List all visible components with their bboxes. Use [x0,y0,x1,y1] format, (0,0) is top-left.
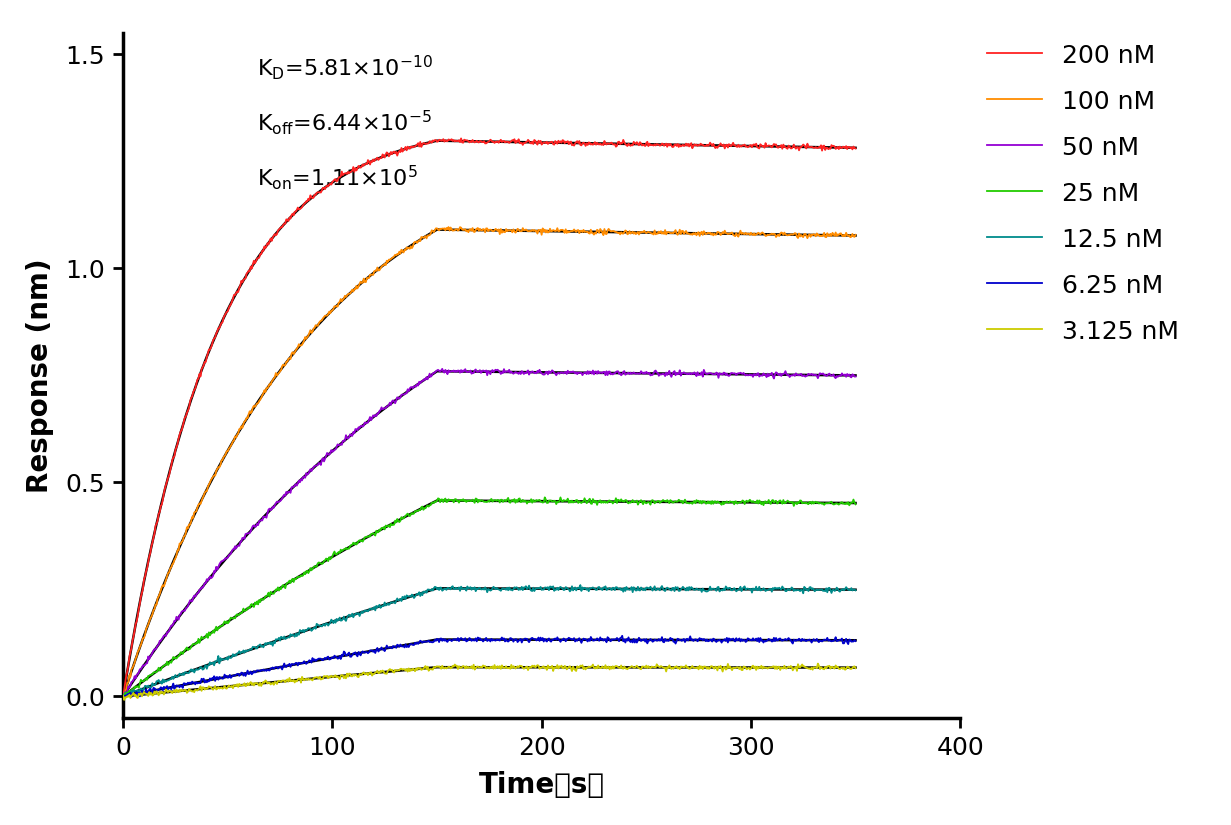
200 nM [744,140,758,150]
3.125 nM [744,663,758,673]
100 nM [441,222,455,232]
Line: 12.5 nM: 12.5 nM [123,585,856,698]
12.5 nM [572,580,587,590]
100 nM [116,690,130,700]
50 nM [116,690,130,700]
50 nM [416,375,431,385]
25 nM [117,692,132,702]
200 nM [235,277,250,287]
Text: K$_\mathrm{off}$=6.44×10$^{-5}$: K$_\mathrm{off}$=6.44×10$^{-5}$ [257,108,432,137]
200 nM [848,144,863,153]
100 nM [848,230,863,240]
25 nM [848,499,863,509]
25 nM [236,604,251,614]
Line: 100 nM: 100 nM [123,227,856,695]
X-axis label: Time（s）: Time（s） [479,771,604,799]
200 nM [454,134,469,144]
12.5 nM [236,645,251,655]
6.25 nM [652,635,667,645]
100 nM [744,228,758,238]
Line: 3.125 nM: 3.125 nM [123,663,856,700]
12.5 nM [417,587,432,597]
6.25 nM [705,634,720,644]
Line: 200 nM: 200 nM [123,139,856,695]
3.125 nM [810,658,825,668]
50 nM [227,544,241,554]
12.5 nM [745,587,760,597]
6.25 nM [744,634,758,644]
200 nM [705,139,720,148]
100 nM [235,423,250,433]
100 nM [705,230,720,240]
50 nM [744,370,758,380]
6.25 nM [227,671,241,681]
12.5 nM [228,649,243,659]
12.5 nM [116,691,130,701]
100 nM [652,229,667,238]
12.5 nM [707,584,721,594]
25 nM [417,503,432,513]
3.125 nM [117,695,132,705]
50 nM [435,364,449,374]
6.25 nM [614,631,629,641]
100 nM [227,436,241,446]
Y-axis label: Response (nm): Response (nm) [26,258,54,493]
200 nM [652,141,667,151]
12.5 nM [117,693,132,703]
6.25 nM [116,693,130,703]
25 nM [538,493,553,502]
200 nM [116,691,130,700]
25 nM [654,497,668,507]
Text: K$_\mathrm{on}$=1.11×10$^{5}$: K$_\mathrm{on}$=1.11×10$^{5}$ [257,163,417,192]
25 nM [228,614,243,624]
50 nM [705,370,720,380]
3.125 nM [236,680,251,690]
50 nM [235,533,250,543]
Line: 50 nM: 50 nM [123,369,856,695]
12.5 nM [654,582,668,592]
25 nM [745,497,760,507]
Line: 6.25 nM: 6.25 nM [123,636,856,698]
100 nM [416,233,431,243]
6.25 nM [235,668,250,678]
3.125 nM [705,662,720,672]
12.5 nM [848,586,863,596]
Text: K$_\mathrm{D}$=5.81×10$^{-10}$: K$_\mathrm{D}$=5.81×10$^{-10}$ [257,54,433,82]
Line: 25 nM: 25 nM [123,497,856,697]
3.125 nM [848,663,863,673]
6.25 nM [848,636,863,646]
25 nM [707,497,721,507]
Legend: 200 nM, 100 nM, 50 nM, 25 nM, 12.5 nM, 6.25 nM, 3.125 nM: 200 nM, 100 nM, 50 nM, 25 nM, 12.5 nM, 6… [977,33,1189,354]
200 nM [416,138,431,148]
3.125 nM [116,691,130,700]
25 nM [116,690,130,700]
6.25 nM [416,637,431,647]
3.125 nM [652,662,667,672]
3.125 nM [417,662,432,672]
200 nM [227,290,241,299]
3.125 nM [228,681,243,691]
50 nM [848,371,863,381]
50 nM [652,370,667,380]
